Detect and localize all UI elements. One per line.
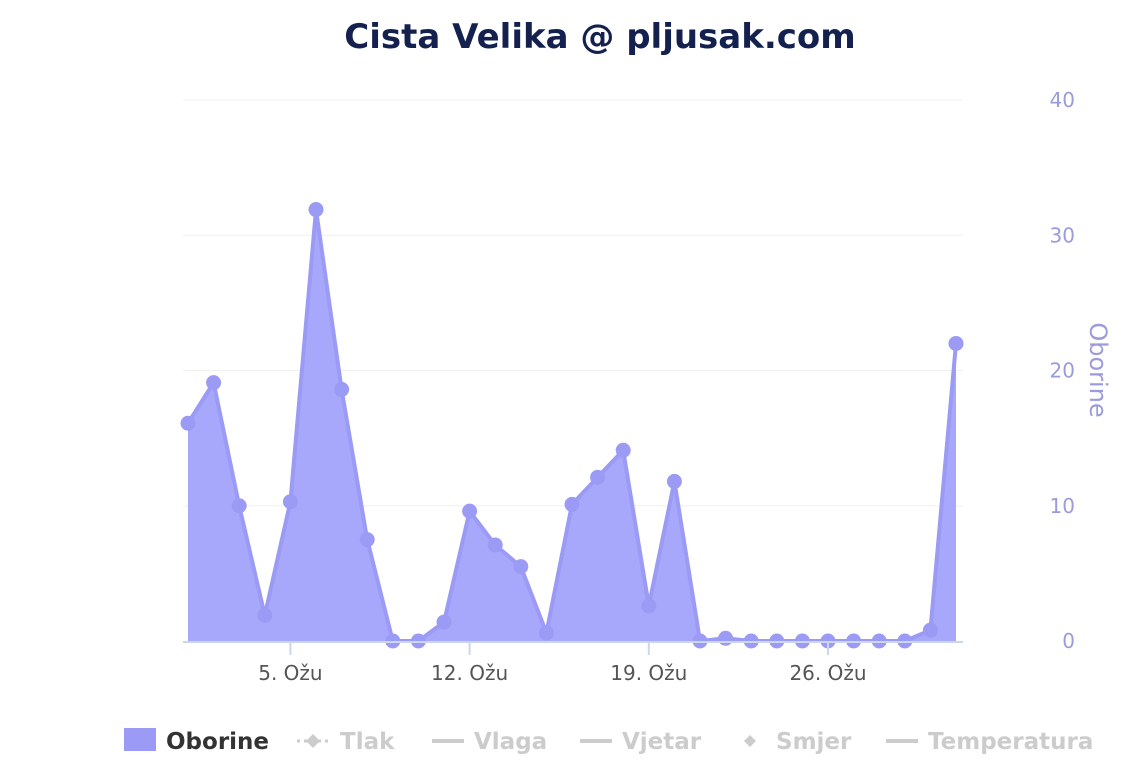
x-tick-label: 26. Ožu bbox=[789, 661, 866, 685]
y-tick-label: 10 bbox=[1050, 494, 1075, 518]
legend-item-temperatura[interactable]: Temperatura bbox=[886, 729, 1093, 755]
data-point[interactable] bbox=[922, 622, 938, 638]
data-point[interactable] bbox=[641, 598, 657, 614]
data-point[interactable] bbox=[538, 625, 554, 641]
legend-symbol-marker bbox=[306, 734, 320, 748]
data-point[interactable] bbox=[590, 469, 606, 485]
legend-label: Smjer bbox=[776, 729, 852, 755]
data-point[interactable] bbox=[308, 202, 324, 218]
legend-label: Vlaga bbox=[474, 729, 547, 755]
legend-label: Tlak bbox=[340, 729, 395, 755]
legend-label: Oborine bbox=[166, 729, 269, 755]
legend-item-smjer[interactable]: Smjer bbox=[744, 729, 852, 755]
data-point[interactable] bbox=[359, 532, 375, 548]
x-tick-label: 19. Ožu bbox=[610, 661, 687, 685]
chart-title: Cista Velika @ pljusak.com bbox=[344, 17, 855, 57]
legend-symbol bbox=[124, 728, 156, 751]
y-tick-label: 20 bbox=[1050, 359, 1075, 383]
data-point[interactable] bbox=[718, 630, 734, 646]
data-point[interactable] bbox=[564, 496, 580, 512]
legend-item-oborine[interactable]: Oborine bbox=[124, 728, 269, 755]
legend-item-vjetar[interactable]: Vjetar bbox=[580, 729, 702, 755]
data-point[interactable] bbox=[180, 415, 196, 431]
x-tick-label: 5. Ožu bbox=[258, 661, 322, 685]
plot-area bbox=[180, 202, 964, 649]
data-point[interactable] bbox=[666, 473, 682, 489]
data-point[interactable] bbox=[282, 494, 298, 510]
data-point[interactable] bbox=[513, 559, 529, 575]
data-point[interactable] bbox=[487, 537, 503, 553]
data-point[interactable] bbox=[615, 442, 631, 458]
data-point[interactable] bbox=[231, 498, 247, 514]
y-tick-label: 0 bbox=[1062, 629, 1075, 653]
y-axis: 0 10 20 30 40 bbox=[1050, 88, 1075, 653]
data-point[interactable] bbox=[436, 614, 452, 630]
legend-label: Temperatura bbox=[928, 729, 1093, 755]
legend-symbol bbox=[744, 735, 756, 747]
legend: Oborine Tlak Vlaga Vjetar Smjer Temperatura bbox=[124, 728, 1093, 755]
y-axis-title: Oborine bbox=[1084, 322, 1112, 417]
data-point[interactable] bbox=[948, 335, 964, 351]
y-tick-label: 40 bbox=[1050, 88, 1075, 112]
x-axis: 5. Ožu 12. Ožu 19. Ožu 26. Ožu bbox=[183, 641, 963, 685]
data-point[interactable] bbox=[462, 503, 478, 519]
data-point[interactable] bbox=[206, 375, 222, 391]
legend-label: Vjetar bbox=[622, 729, 702, 755]
y-tick-label: 30 bbox=[1050, 223, 1075, 247]
data-point[interactable] bbox=[257, 607, 273, 623]
series-area-oborine bbox=[188, 209, 956, 641]
legend-item-vlaga[interactable]: Vlaga bbox=[432, 729, 547, 755]
legend-item-tlak[interactable]: Tlak bbox=[297, 729, 395, 755]
x-tick-label: 12. Ožu bbox=[431, 661, 508, 685]
data-point[interactable] bbox=[334, 381, 350, 397]
